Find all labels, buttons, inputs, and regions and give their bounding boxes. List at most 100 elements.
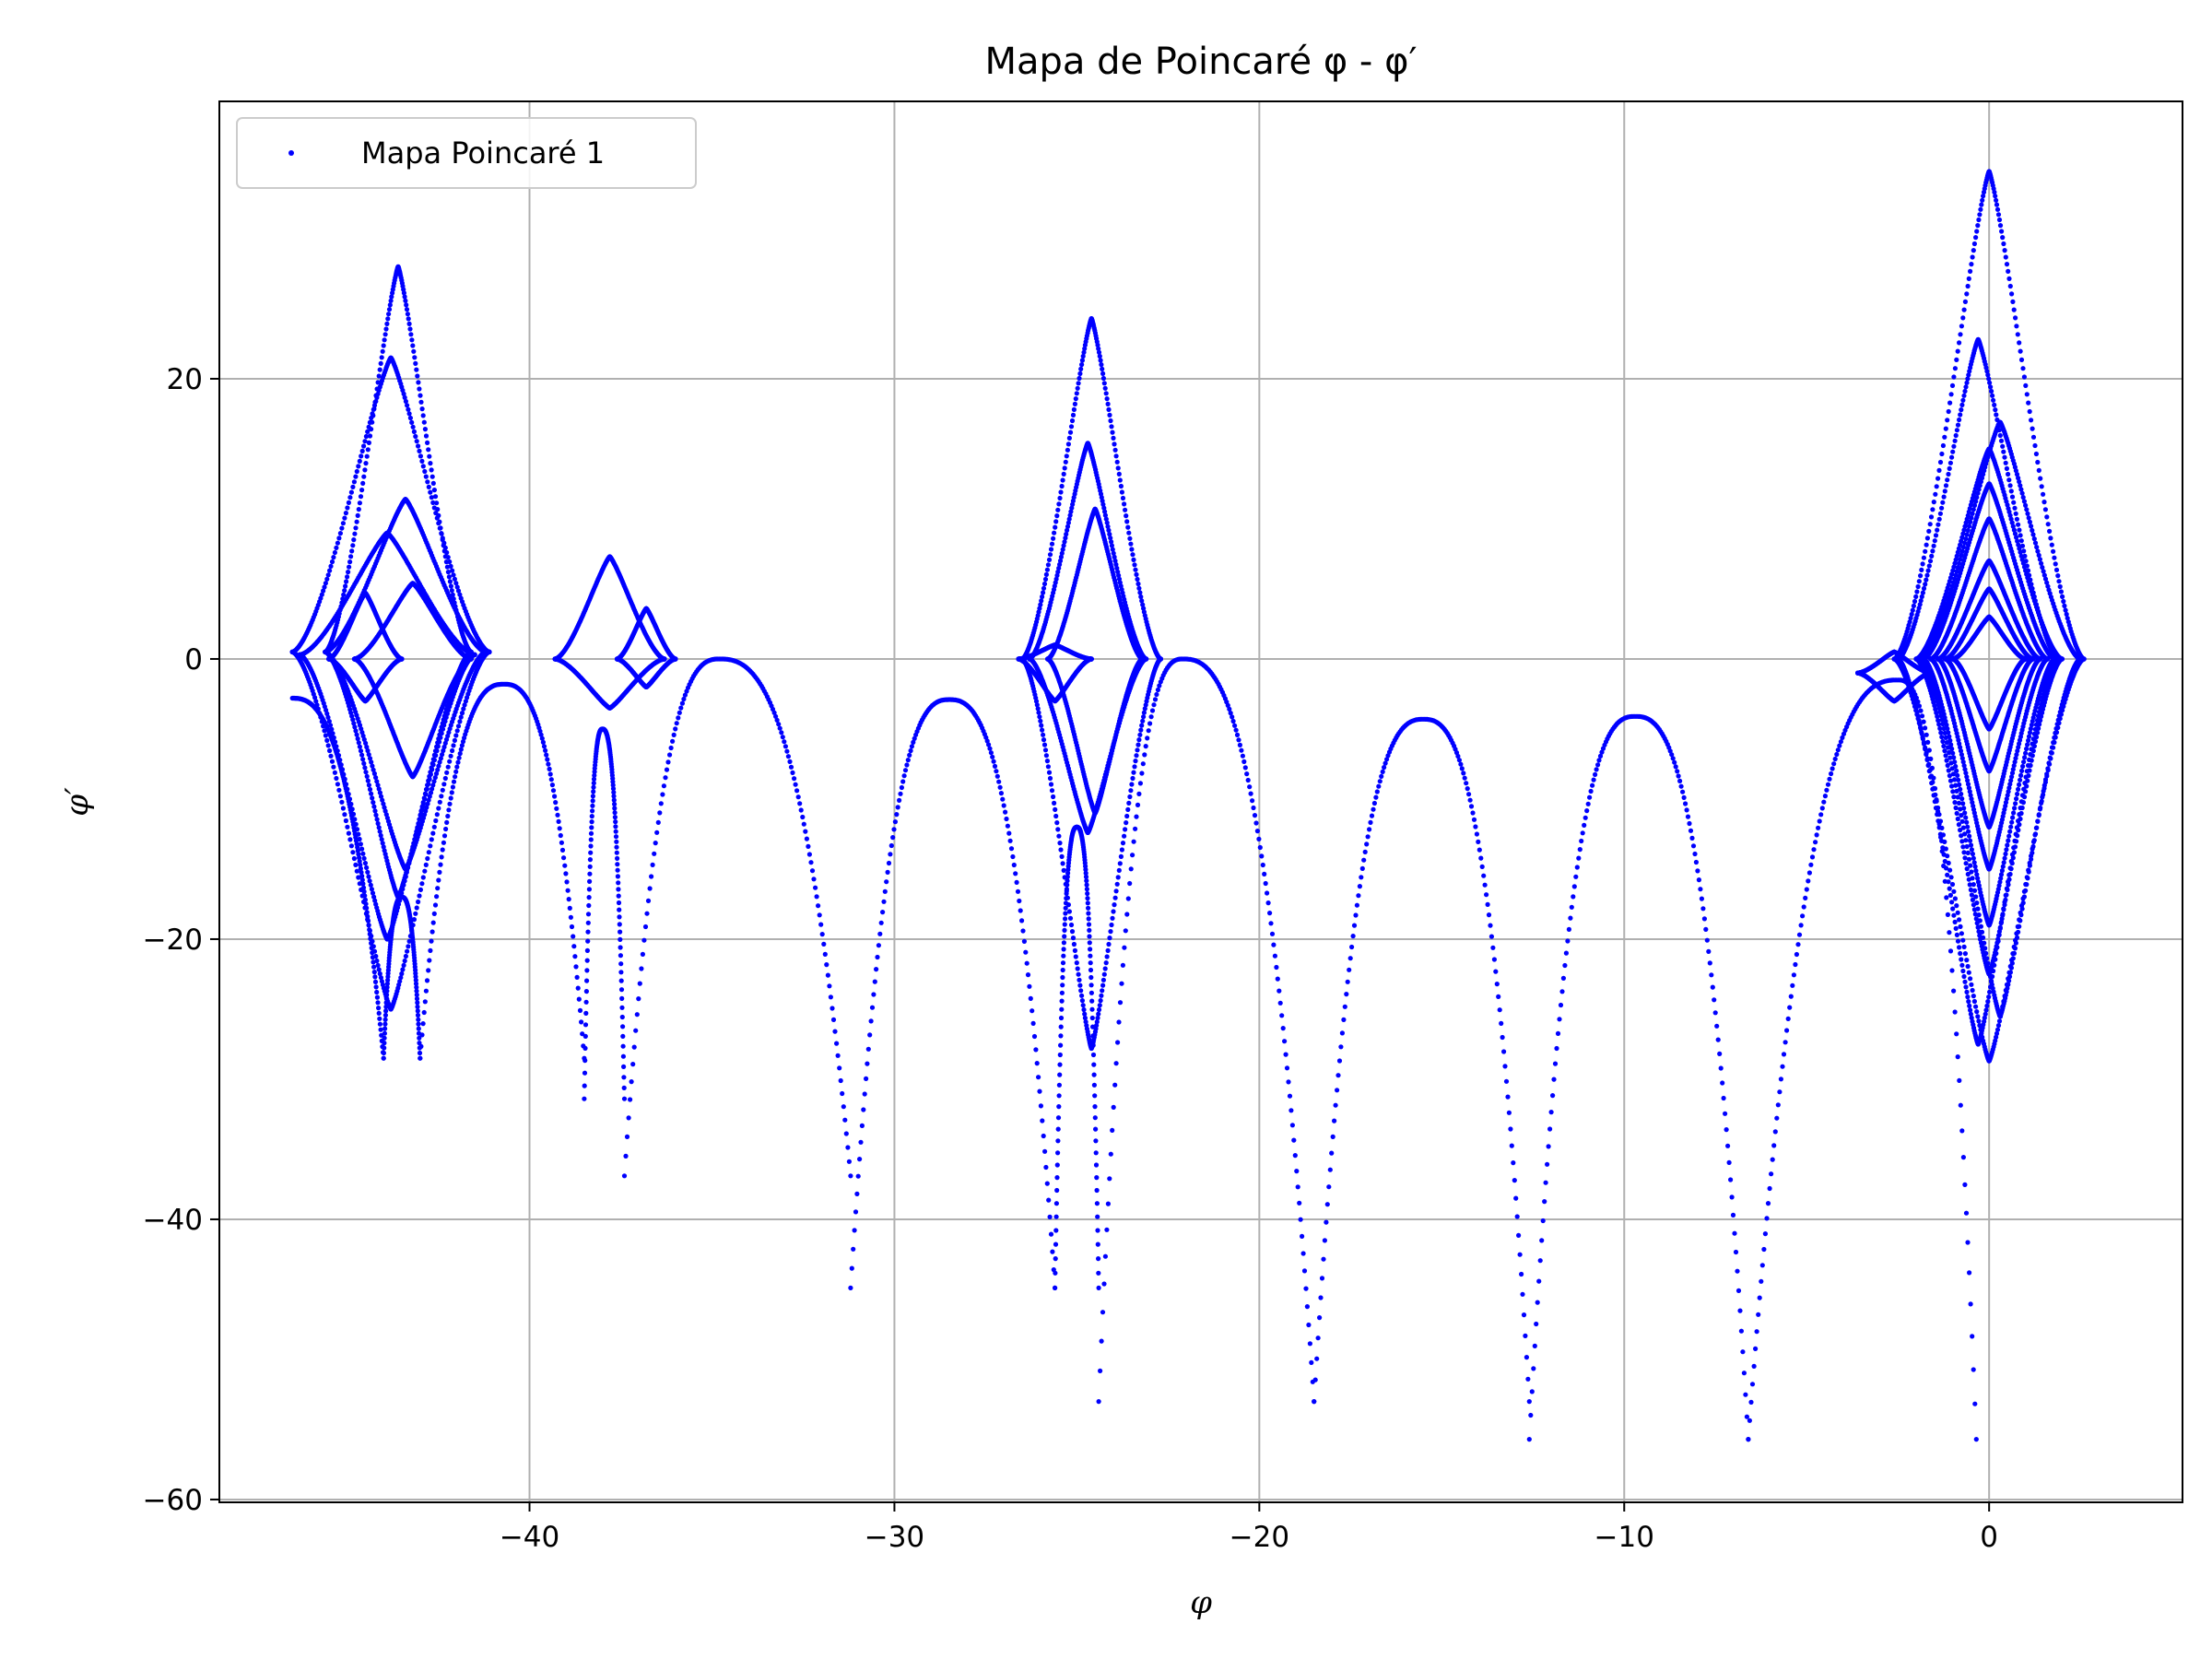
data-point [1484, 892, 1489, 898]
data-point [1542, 1199, 1547, 1205]
data-point [618, 936, 623, 943]
data-point [835, 1053, 841, 1058]
data-point [1237, 742, 1242, 748]
data-point [1506, 1110, 1512, 1115]
data-point [587, 871, 593, 877]
data-point [559, 840, 565, 845]
data-point [1010, 853, 1016, 860]
data-point [1107, 1176, 1112, 1182]
data-point [437, 525, 442, 531]
data-point [1478, 855, 1484, 861]
data-point [364, 865, 370, 871]
data-point [1972, 1401, 1978, 1406]
data-point [1054, 1187, 1060, 1194]
data-point [620, 1053, 627, 1059]
data-point [1093, 1138, 1099, 1144]
data-point [1149, 708, 1156, 713]
data-point [1092, 1104, 1098, 1110]
data-point [1084, 887, 1089, 892]
data-point [419, 406, 425, 412]
data-point [804, 836, 810, 841]
data-point [568, 914, 574, 920]
data-point [1593, 771, 1598, 778]
data-point [846, 1159, 853, 1164]
data-point [1577, 847, 1583, 853]
data-point [410, 424, 416, 429]
data-point [348, 489, 354, 495]
data-point [452, 576, 457, 582]
data-point [842, 1117, 848, 1123]
data-point [637, 981, 642, 986]
data-point [1125, 896, 1131, 901]
data-point [433, 511, 439, 516]
data-point [381, 1050, 386, 1056]
data-point [628, 1097, 633, 1102]
data-point [345, 505, 350, 511]
data-point [1289, 1123, 1295, 1128]
data-point [620, 1043, 626, 1049]
data-point [1059, 990, 1065, 995]
data-point [452, 737, 457, 744]
data-point [1088, 974, 1094, 981]
data-point [335, 748, 340, 754]
data-point [1117, 1000, 1124, 1006]
data-point [450, 747, 455, 754]
data-point [441, 782, 447, 787]
data-point [890, 835, 896, 841]
data-point [1256, 836, 1262, 842]
data-point [415, 373, 420, 379]
data-point [652, 851, 657, 856]
data-point [1335, 1073, 1341, 1078]
data-point [1338, 1044, 1344, 1050]
data-point [1303, 1286, 1309, 1291]
data-point [1677, 778, 1683, 784]
data-point [1493, 969, 1499, 974]
data-point [1088, 982, 1094, 988]
data-point [1254, 829, 1260, 834]
data-point [356, 875, 361, 880]
data-point [1233, 727, 1239, 733]
data-point [613, 829, 618, 834]
data-point [1486, 912, 1492, 918]
data-point [348, 554, 354, 559]
data-point [437, 869, 442, 876]
data-point [1053, 1285, 1058, 1290]
data-point [611, 794, 617, 799]
data-point [1818, 812, 1824, 818]
data-point [416, 1017, 421, 1022]
data-point [618, 945, 623, 950]
data-point [365, 778, 371, 783]
data-point [420, 464, 426, 469]
data-point [586, 895, 592, 900]
data-point [626, 1115, 631, 1121]
data-point [1696, 877, 1701, 883]
data-point [1087, 934, 1092, 939]
data-point [1095, 1228, 1100, 1233]
data-point [448, 583, 453, 589]
data-point [418, 453, 423, 459]
data-point [1703, 926, 1709, 933]
data-point [417, 448, 422, 453]
data-point [1543, 1180, 1548, 1185]
data-point [1780, 1064, 1785, 1069]
data-point [1086, 922, 1092, 927]
data-point [1485, 901, 1490, 908]
data-point [417, 1050, 423, 1056]
data-point [1684, 807, 1689, 813]
data-point [1783, 1040, 1788, 1045]
data-point [681, 696, 687, 702]
data-point [1573, 874, 1579, 879]
data-point [557, 826, 562, 831]
data-point [1595, 762, 1601, 768]
data-point [1053, 1241, 1059, 1247]
data-point [439, 531, 444, 536]
data-point [1297, 1200, 1302, 1206]
data-point [851, 1246, 856, 1252]
data-point [1228, 711, 1233, 716]
data-point [434, 515, 440, 521]
data-point [1761, 1246, 1767, 1253]
data-point [382, 1041, 387, 1046]
data-point [639, 966, 644, 971]
data-point [1788, 994, 1794, 999]
data-point [357, 744, 362, 749]
